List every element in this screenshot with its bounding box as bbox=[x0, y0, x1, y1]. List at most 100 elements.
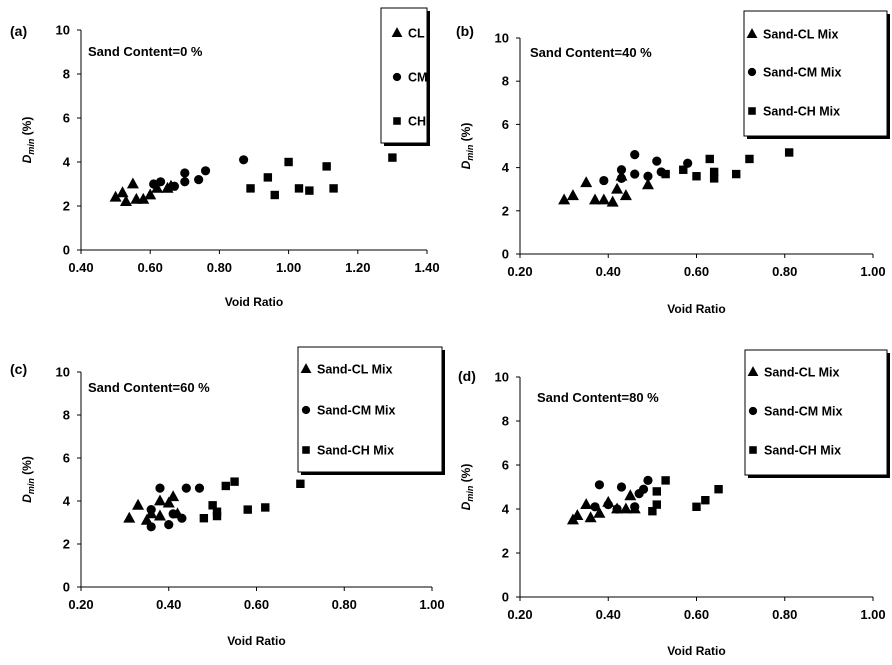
data-point-circle bbox=[630, 502, 640, 512]
data-point-triangle bbox=[571, 509, 584, 521]
panel-1: 0 2 4 6 8 10 0.40 0.60 0.80 1.00 1.20 1.40 Void Rati… bbox=[10, 7, 440, 309]
y-axis-title-suffix: (%) bbox=[20, 456, 34, 478]
y-tick-label: 8 bbox=[502, 414, 509, 429]
x-tick-label: 0.60 bbox=[244, 597, 269, 612]
y-axis-title-sub: min bbox=[26, 478, 36, 495]
data-point-square bbox=[243, 505, 252, 514]
y-tick-label: 0 bbox=[63, 580, 70, 595]
data-point-circle bbox=[590, 502, 600, 512]
x-tick-label: 1.00 bbox=[860, 607, 885, 622]
legend-box bbox=[743, 10, 888, 137]
data-point-triangle bbox=[619, 189, 632, 201]
data-point-square bbox=[246, 184, 255, 193]
data-point-triangle bbox=[566, 189, 579, 201]
legend-marker-triangle bbox=[746, 28, 758, 38]
data-point-circle bbox=[638, 484, 649, 494]
x-tick-label: 0.20 bbox=[507, 264, 532, 279]
data-point-circle bbox=[612, 504, 622, 514]
data-point-triangle bbox=[144, 188, 157, 200]
data-point-triangle bbox=[619, 502, 632, 514]
y-tick-label: 10 bbox=[56, 23, 70, 38]
x-tick-label: 0.20 bbox=[68, 597, 93, 612]
legend-box bbox=[744, 349, 888, 476]
x-tick-label: 0.80 bbox=[332, 597, 357, 612]
y-tick-label: 6 bbox=[502, 458, 509, 473]
y-axis-title-sub: min bbox=[465, 485, 475, 502]
y-axis-title-sub: min bbox=[465, 144, 475, 161]
x-axis-title: Void Ratio bbox=[227, 634, 285, 648]
data-point-square bbox=[261, 503, 270, 512]
data-point-circle bbox=[155, 177, 166, 187]
data-point-circle bbox=[594, 480, 605, 490]
x-tick-label: 0.40 bbox=[68, 260, 93, 275]
sand-content-annotation: Sand Content=60 % bbox=[88, 380, 210, 395]
data-point-square bbox=[784, 148, 794, 157]
data-point-square bbox=[714, 485, 723, 494]
data-point-circle bbox=[181, 483, 191, 493]
data-point-triangle bbox=[162, 496, 175, 508]
legend-marker-triangle bbox=[391, 27, 403, 37]
y-tick-label: 2 bbox=[63, 199, 70, 214]
sand-content-annotation: Sand Content=0 % bbox=[88, 44, 203, 59]
legend-entry-label: Sand-CM Mix bbox=[763, 66, 842, 80]
legend-entry-label: CH bbox=[408, 115, 426, 129]
data-point-triangle bbox=[151, 181, 164, 193]
data-point-circle bbox=[149, 179, 159, 189]
data-point-square bbox=[709, 174, 719, 183]
x-tick-label: 0.40 bbox=[156, 597, 181, 612]
legend-marker-triangle bbox=[300, 363, 312, 373]
y-tick-label: 10 bbox=[56, 365, 70, 380]
data-point-square bbox=[701, 496, 710, 505]
data-point-circle bbox=[652, 156, 662, 166]
y-axis-title: Dmin (%) bbox=[20, 117, 36, 164]
data-point-circle bbox=[180, 177, 190, 187]
panel-3: 0 2 4 6 8 10 0.20 0.40 0.60 0.80 1.00 Void Ratio Dmi… bbox=[10, 346, 445, 648]
data-point-circle bbox=[643, 171, 653, 181]
legend-entry-label: Sand-CL Mix bbox=[764, 366, 840, 380]
legend-box bbox=[380, 7, 428, 144]
data-point-triangle bbox=[126, 177, 139, 189]
data-point-square bbox=[661, 169, 670, 179]
y-tick-label: 0 bbox=[502, 247, 509, 262]
data-point-circle bbox=[164, 520, 174, 530]
y-tick-label: 4 bbox=[502, 502, 510, 517]
data-point-triangle bbox=[641, 178, 654, 190]
data-point-square bbox=[652, 487, 661, 496]
data-point-square bbox=[284, 157, 293, 167]
legend-marker-circle bbox=[392, 72, 402, 82]
y-axis-title-main: D bbox=[20, 154, 34, 163]
data-point-square bbox=[270, 190, 279, 200]
data-point-square bbox=[652, 500, 661, 509]
y-axis-title: Dmin (%) bbox=[20, 456, 36, 503]
legend-box bbox=[297, 346, 443, 473]
data-point-circle bbox=[616, 165, 627, 175]
legend-marker-square bbox=[302, 446, 310, 454]
data-point-circle bbox=[155, 483, 165, 493]
data-point-triangle bbox=[593, 506, 606, 518]
sand-content-annotation: Sand Content=80 % bbox=[537, 390, 659, 405]
y-tick-label: 2 bbox=[63, 537, 70, 552]
y-axis-title-main: D bbox=[459, 160, 473, 169]
x-tick-label: 1.00 bbox=[276, 260, 301, 275]
data-point-square bbox=[388, 153, 397, 162]
y-tick-label: 6 bbox=[63, 111, 70, 126]
legend-marker-square bbox=[748, 107, 756, 115]
data-point-circle bbox=[239, 155, 249, 165]
x-tick-label: 1.00 bbox=[419, 597, 444, 612]
panel-4: 0 2 4 6 8 10 0.20 0.40 0.60 0.80 1.00 Void Ratio Dmi… bbox=[458, 349, 890, 658]
legend-marker-circle bbox=[747, 67, 757, 77]
panel-2: 0 2 4 6 8 10 0.20 0.40 0.60 0.80 1.00 Void Ratio Dmi… bbox=[456, 10, 890, 316]
legend-marker-circle bbox=[301, 405, 311, 415]
legend-entry-label: Sand-CL Mix bbox=[317, 363, 393, 377]
data-point-circle bbox=[168, 509, 178, 519]
x-tick-label: 0.60 bbox=[138, 260, 163, 275]
data-point-circle bbox=[194, 483, 205, 493]
data-point-triangle bbox=[153, 494, 166, 506]
legend-entry-label: Sand-CM Mix bbox=[317, 404, 396, 418]
legend-entry-label: CL bbox=[408, 27, 425, 41]
legend-marker-triangle bbox=[747, 366, 759, 376]
data-point-triangle bbox=[589, 193, 602, 205]
data-point-triangle bbox=[584, 511, 597, 523]
legend-entry-label: Sand-CL Mix bbox=[763, 28, 839, 42]
data-point-triangle bbox=[624, 489, 637, 501]
